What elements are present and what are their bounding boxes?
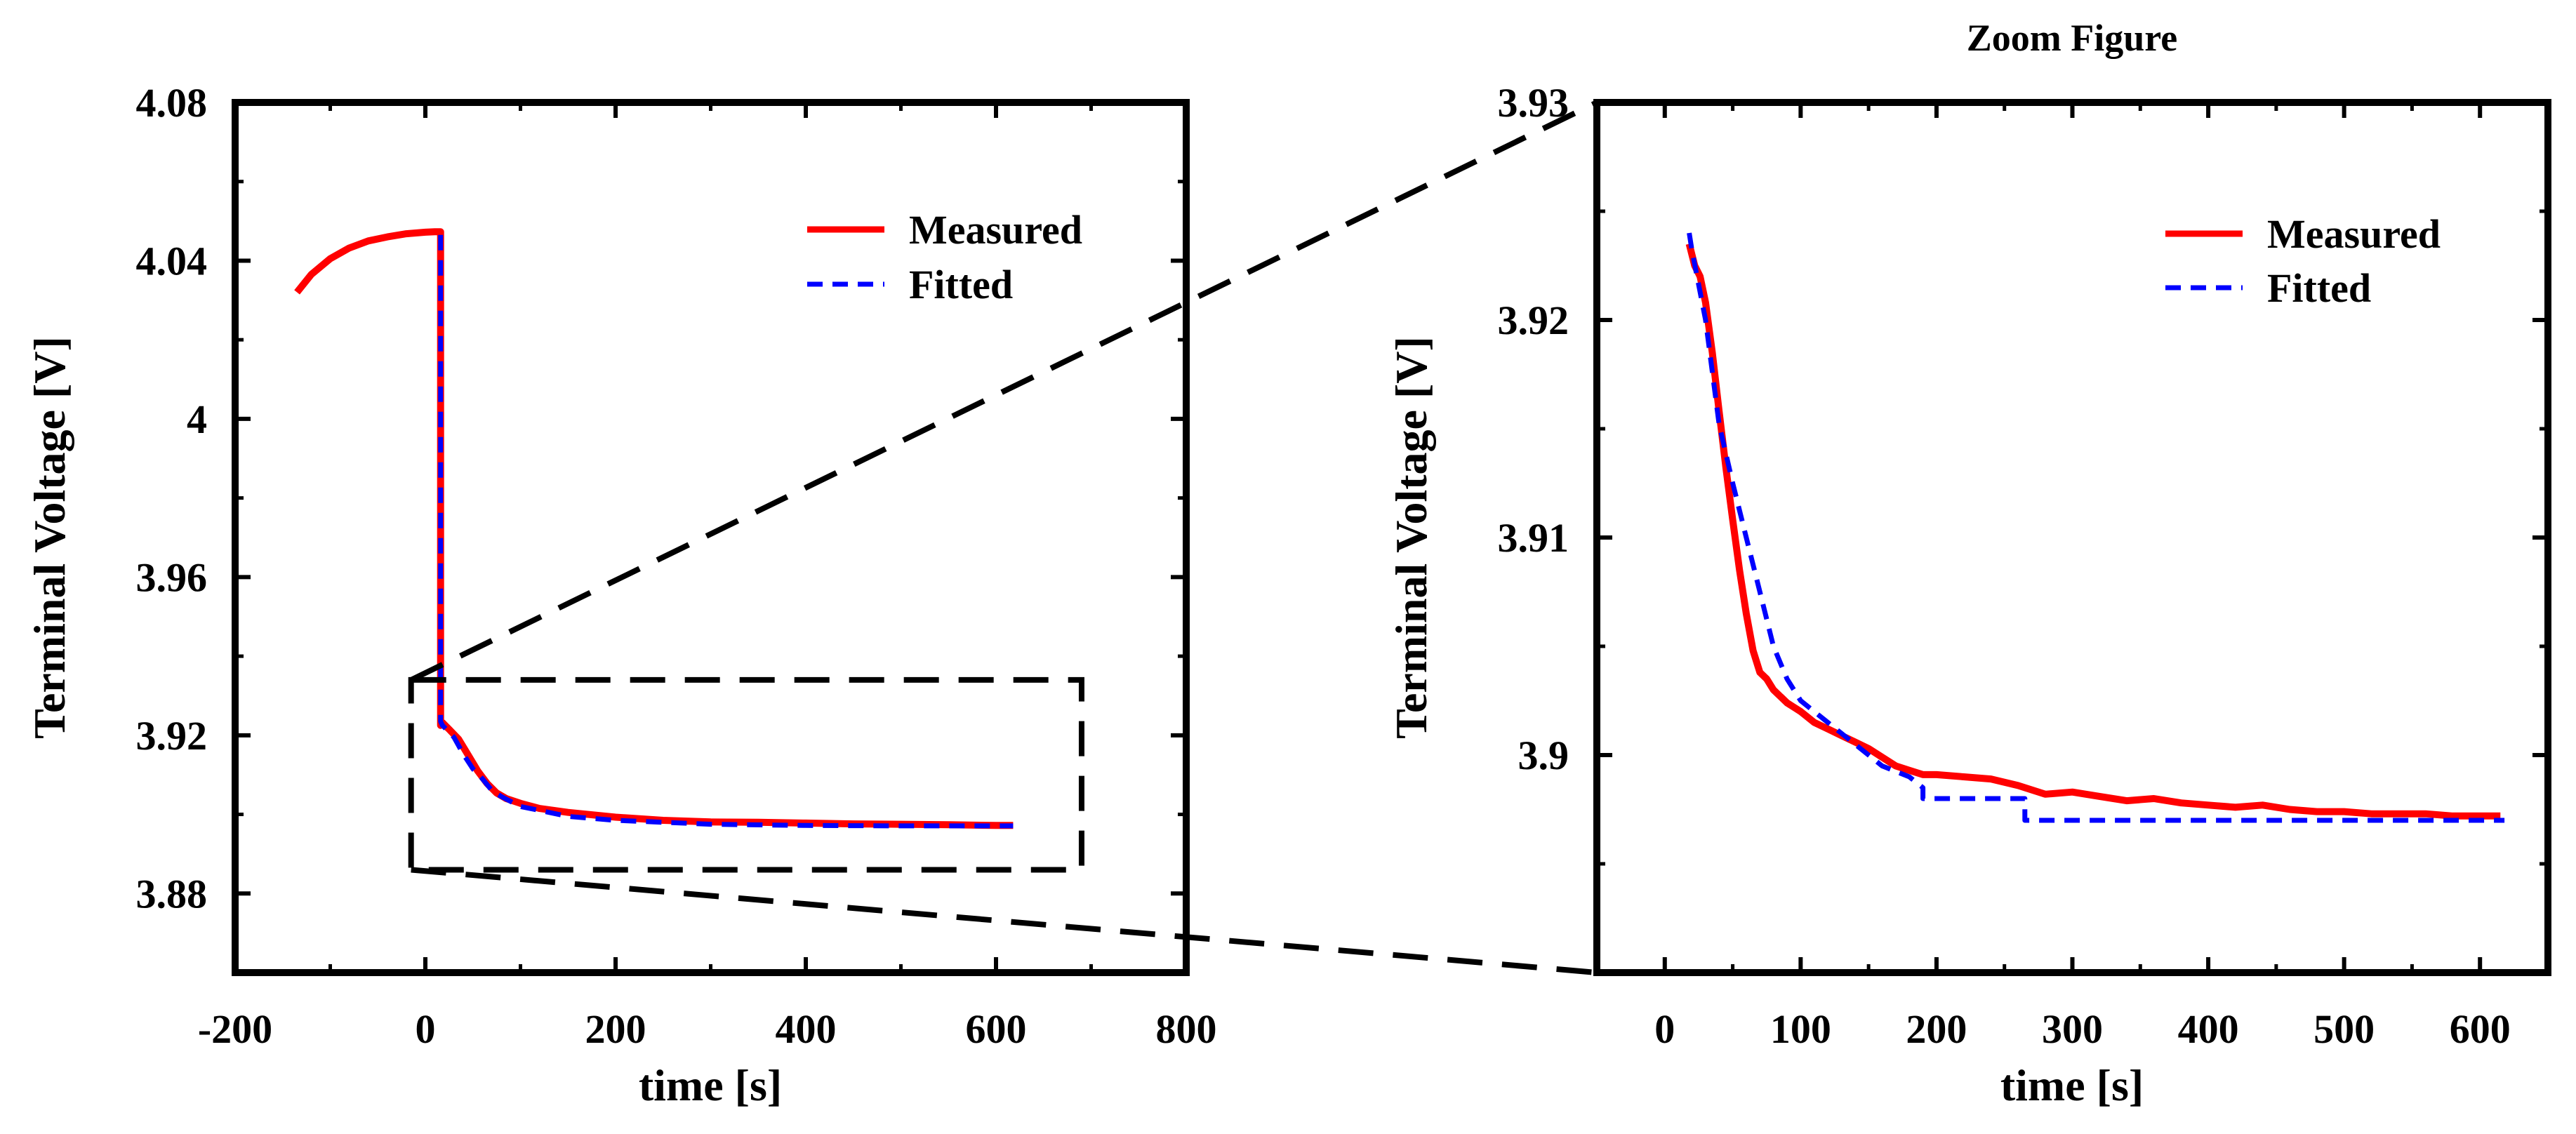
right-plot-frame bbox=[1593, 99, 2551, 976]
zoom-connector-bottom bbox=[411, 867, 1598, 975]
left-plot-frame bbox=[232, 99, 1190, 976]
right-legend-fitted-label: Fitted bbox=[2267, 265, 2371, 311]
left-series-measured bbox=[294, 228, 1014, 829]
right-y-tick-label: 3.93 bbox=[1498, 80, 1569, 126]
left-x-axis-title: time [s] bbox=[639, 1060, 782, 1110]
right-legend-measured-label: Measured bbox=[2267, 211, 2441, 257]
left-y-tick-label: 4.08 bbox=[136, 80, 208, 126]
left-series-fitted bbox=[438, 234, 1014, 829]
right-x-tick-label: 300 bbox=[2042, 1006, 2103, 1052]
right-x-tick-label: 500 bbox=[2313, 1006, 2375, 1052]
left-zoom-box bbox=[408, 676, 1084, 873]
zoom-figure-title: Zoom Figure bbox=[1967, 17, 2177, 59]
left-series bbox=[294, 228, 1014, 829]
chart-panel-left: -200 0 200 400 600 800 3.883.923.9644.044.08 … bbox=[25, 80, 1217, 1110]
left-y-tick-label: 4.04 bbox=[136, 238, 208, 284]
right-series bbox=[1685, 232, 2505, 823]
right-y-tick-label: 3.91 bbox=[1498, 515, 1569, 561]
right-x-tick-label: 0 bbox=[1654, 1006, 1675, 1052]
right-series-fitted bbox=[1687, 232, 2505, 823]
right-x-axis-title: time [s] bbox=[2000, 1060, 2144, 1110]
right-y-tick-label: 3.92 bbox=[1498, 298, 1569, 343]
left-legend: Measured Fitted bbox=[807, 207, 1082, 307]
right-y-axis-title: Terminal Voltage [V] bbox=[1386, 336, 1436, 739]
left-y-axis-title: Terminal Voltage [V] bbox=[25, 336, 74, 739]
left-x-tick-label: 200 bbox=[585, 1006, 646, 1052]
right-x-tick-label: 400 bbox=[2178, 1006, 2239, 1052]
chart-panel-right: Zoom Figure 0 100 200 300 400 500 600 3.93.913… bbox=[1386, 17, 2551, 1110]
left-x-tick-label: 800 bbox=[1156, 1006, 1217, 1052]
right-y-tick-label: 3.9 bbox=[1518, 733, 1569, 778]
left-y-tick-labels: 3.88 3.92 3.96 4 4.04 4.08 bbox=[136, 80, 208, 916]
left-legend-fitted-label: Fitted bbox=[909, 262, 1013, 307]
left-y-tick-label: 3.92 bbox=[136, 713, 208, 759]
left-x-tick-label: -200 bbox=[198, 1006, 272, 1052]
right-series-measured bbox=[1685, 243, 2501, 820]
left-y-tick-label: 4 bbox=[187, 396, 207, 442]
zoom-connector-top bbox=[409, 100, 1598, 683]
right-x-tick-labels: 0 100 200 300 400 500 600 bbox=[1654, 1006, 2510, 1052]
left-x-tick-labels: -200 0 200 400 600 800 bbox=[198, 1006, 1217, 1052]
right-x-tick-label: 200 bbox=[1906, 1006, 1967, 1052]
right-y-tick-labels: 3.9 3.91 3.92 3.93 bbox=[1498, 80, 1569, 778]
right-legend: Measured Fitted bbox=[2165, 211, 2441, 311]
right-x-tick-label: 600 bbox=[2450, 1006, 2511, 1052]
right-x-tick-label: 100 bbox=[1770, 1006, 1831, 1052]
left-x-tick-label: 600 bbox=[966, 1006, 1027, 1052]
left-y-tick-label: 3.88 bbox=[136, 871, 208, 916]
left-legend-measured-label: Measured bbox=[909, 207, 1082, 253]
left-y-tick-label: 3.96 bbox=[136, 554, 208, 600]
left-x-tick-label: 0 bbox=[416, 1006, 436, 1052]
left-x-tick-label: 400 bbox=[776, 1006, 837, 1052]
